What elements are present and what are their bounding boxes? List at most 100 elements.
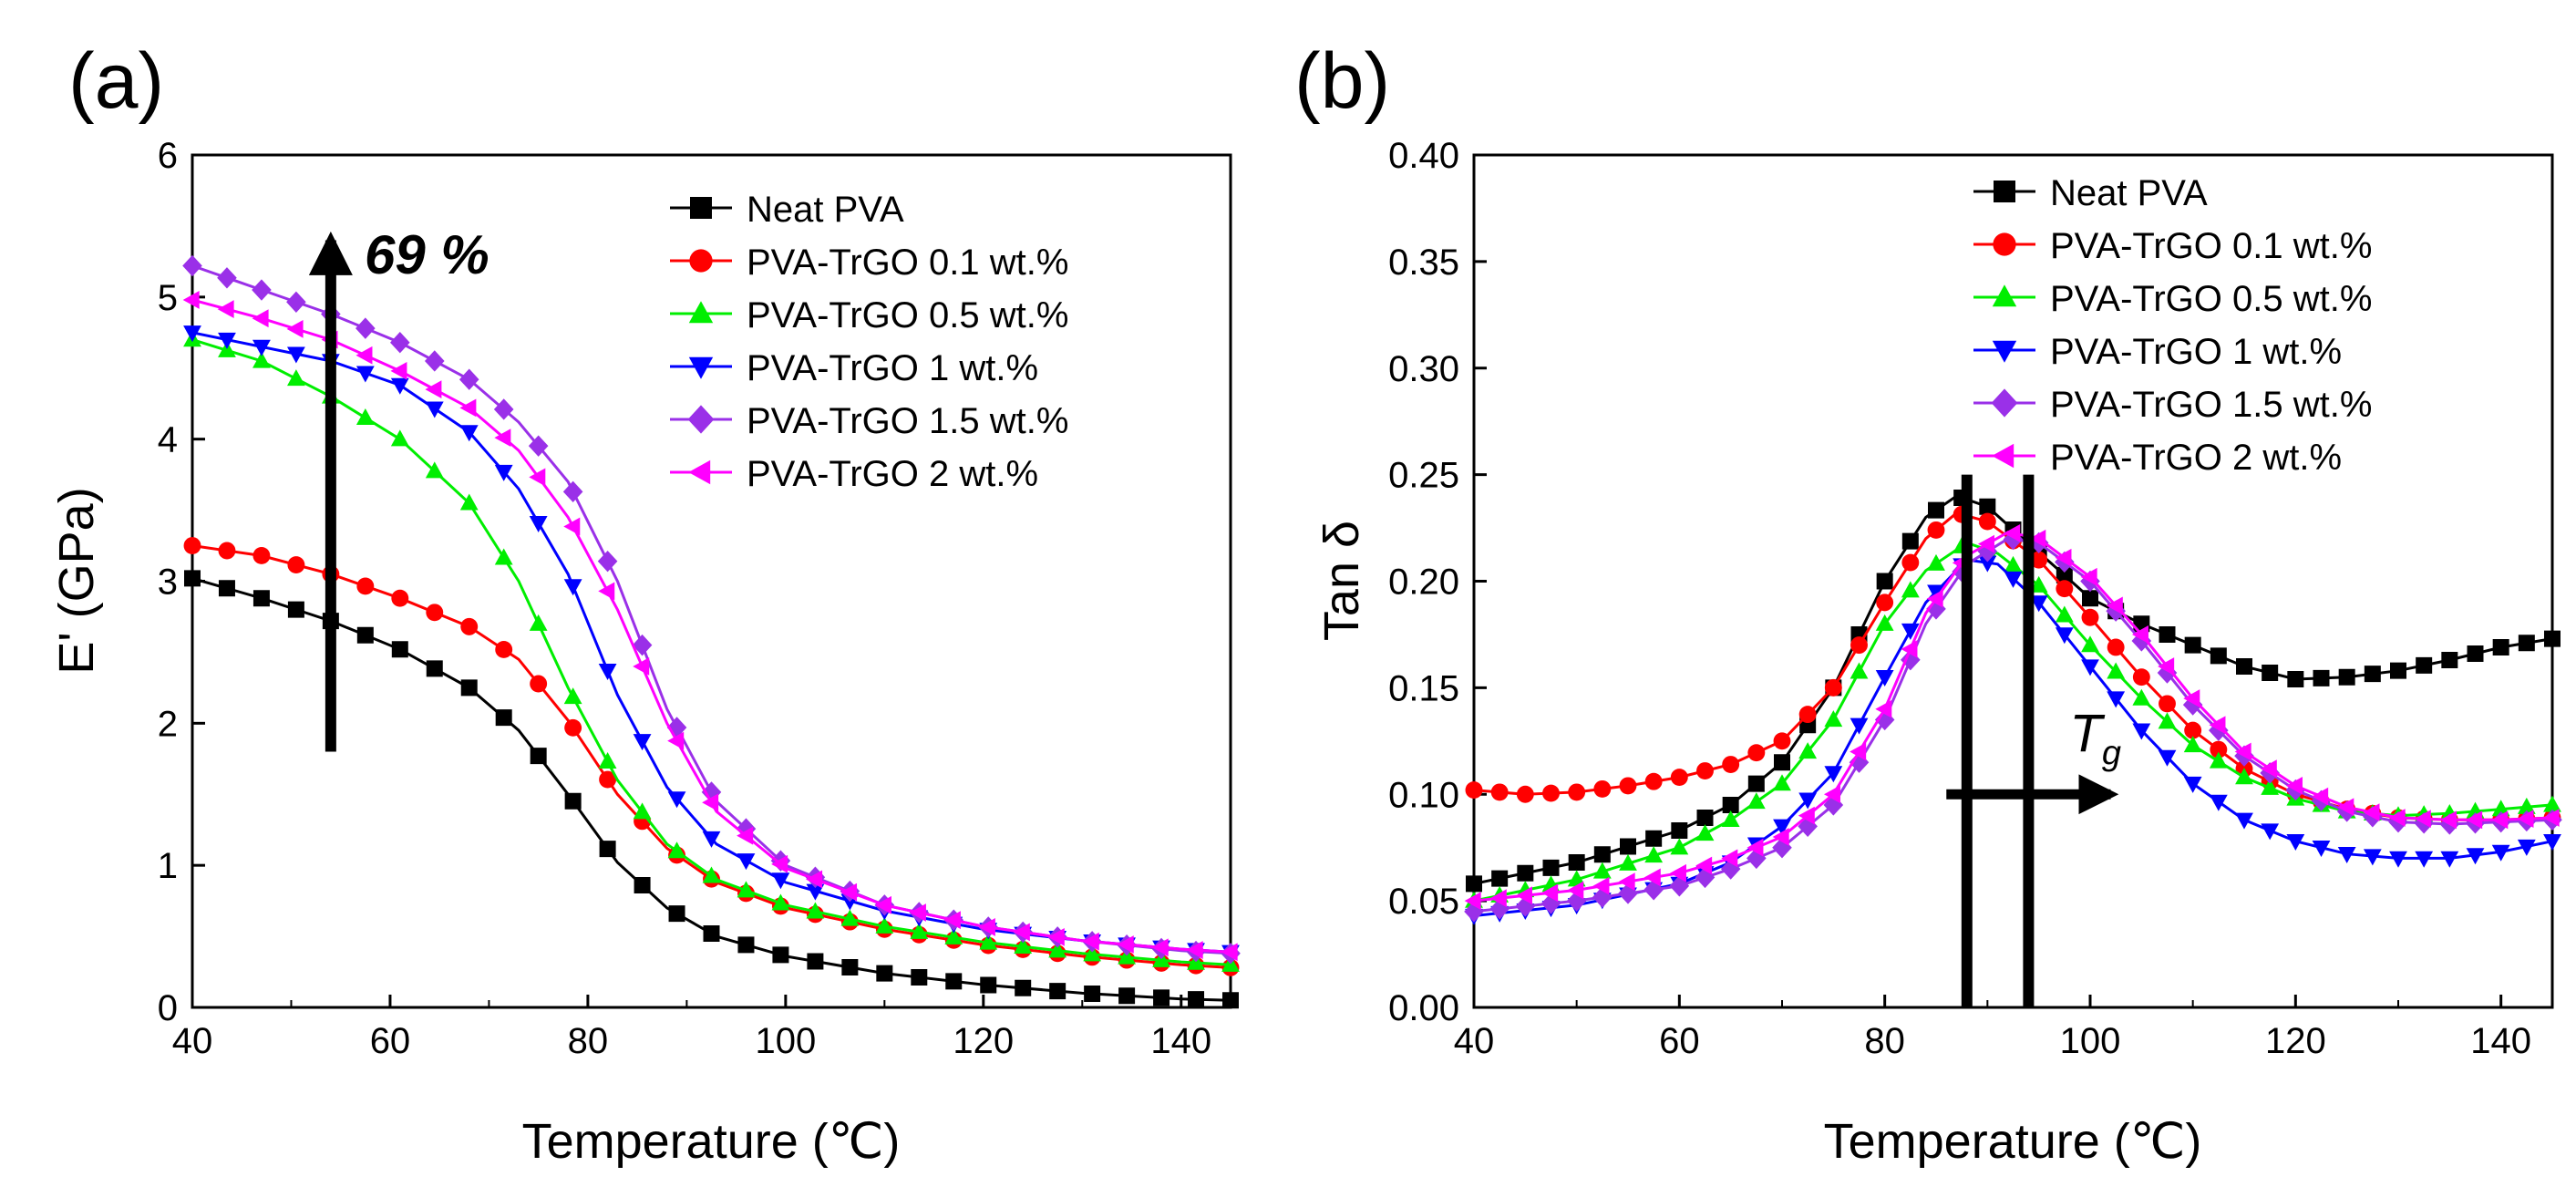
panel-b-y-axis-label: Tan δ [1314, 521, 1369, 641]
data-point [943, 911, 961, 930]
data-point [183, 537, 201, 554]
data-point [252, 590, 270, 607]
data-point [2131, 630, 2152, 652]
legend-item: PVA-TrGO 1 wt.% [670, 348, 1038, 388]
data-point [2466, 848, 2485, 865]
legend-label: PVA-TrGO 2 wt.% [2050, 438, 2342, 478]
data-point [1901, 532, 1919, 550]
data-point [2491, 844, 2510, 862]
data-point [1977, 541, 1998, 563]
data-point [1048, 941, 1067, 958]
data-point [633, 734, 652, 751]
data-point [182, 254, 202, 277]
data-point [2262, 665, 2279, 682]
y-tick-label: 0.10 [1388, 775, 1459, 815]
y-tick-label: 0.30 [1388, 349, 1459, 389]
data-point [2055, 627, 2074, 645]
data-point [1696, 809, 1714, 826]
data-point [2106, 596, 2123, 615]
data-point [1567, 870, 1586, 887]
data-point [2441, 651, 2458, 668]
data-point [1798, 792, 1818, 810]
data-point [1875, 614, 1894, 631]
data-point [666, 717, 687, 738]
data-point [840, 909, 860, 926]
data-point [1977, 534, 1994, 553]
data-point [562, 480, 583, 503]
data-point [2080, 567, 2097, 586]
data-point [2056, 566, 2073, 583]
data-point [1671, 821, 1688, 839]
data-point [1927, 584, 1945, 602]
data-point [1489, 889, 1507, 908]
data-point [633, 802, 652, 820]
data-point [1015, 979, 1032, 996]
data-point [2517, 839, 2536, 856]
data-point [701, 781, 722, 803]
y-tick-label: 0 [158, 988, 178, 1028]
data-point [286, 319, 304, 338]
data-point [252, 351, 271, 368]
data-point [2082, 590, 2098, 607]
panel-a-increase-annotation: 69 % [365, 224, 489, 285]
data-point [2390, 662, 2406, 679]
data-point [1644, 772, 1663, 790]
y-tick-label: 0.05 [1388, 882, 1459, 922]
data-point [1516, 785, 1534, 803]
data-point [529, 515, 548, 532]
data-point [2029, 595, 2048, 613]
data-point [425, 401, 444, 418]
data-point [2210, 740, 2228, 759]
data-point [1850, 742, 1867, 761]
data-point [426, 604, 444, 622]
data-point [1466, 875, 1482, 893]
data-point [252, 339, 271, 356]
data-point [2312, 841, 2331, 858]
data-point [633, 657, 650, 676]
data-point [806, 883, 825, 901]
data-point [2388, 809, 2406, 827]
x-tick-label: 80 [568, 1021, 609, 1061]
x-tick-label: 100 [755, 1021, 816, 1061]
data-point [2415, 851, 2434, 868]
data-point [460, 617, 479, 635]
data-point [2389, 851, 2407, 868]
data-point [564, 718, 582, 737]
data-point [979, 933, 998, 950]
data-point [2544, 630, 2561, 647]
data-point [1696, 762, 1714, 779]
series-line [1473, 494, 2553, 885]
data-point [2236, 658, 2252, 675]
data-point [2132, 688, 2151, 706]
data-point [2004, 571, 2023, 588]
data-point [252, 547, 271, 564]
legend-label: PVA-TrGO 0.5 wt.% [2050, 279, 2372, 319]
legend-marker [687, 405, 715, 434]
x-tick-label: 60 [1659, 1021, 1700, 1061]
data-point [909, 903, 926, 922]
data-point [1084, 986, 1101, 1003]
data-point [184, 570, 201, 587]
legend-item: PVA-TrGO 2 wt.% [1973, 438, 2342, 478]
data-point [1567, 881, 1584, 900]
legend-marker [1993, 232, 2016, 256]
data-point [2131, 625, 2148, 644]
data-point [1592, 862, 1612, 879]
series-line [191, 264, 1231, 955]
data-point [425, 380, 442, 399]
series-6 [182, 291, 1238, 962]
legend-marker [690, 197, 712, 219]
data-point [737, 881, 756, 898]
data-point [2183, 689, 2200, 707]
data-point [1928, 501, 1944, 519]
data-point [391, 641, 408, 658]
data-point [2184, 636, 2201, 654]
data-point [1644, 846, 1664, 863]
data-point [807, 953, 824, 970]
series-line [1473, 537, 2553, 913]
data-point [840, 883, 858, 902]
data-point [2209, 716, 2226, 735]
x-tick-label: 140 [1150, 1021, 1211, 1061]
data-point [667, 791, 686, 809]
data-point [424, 350, 445, 372]
